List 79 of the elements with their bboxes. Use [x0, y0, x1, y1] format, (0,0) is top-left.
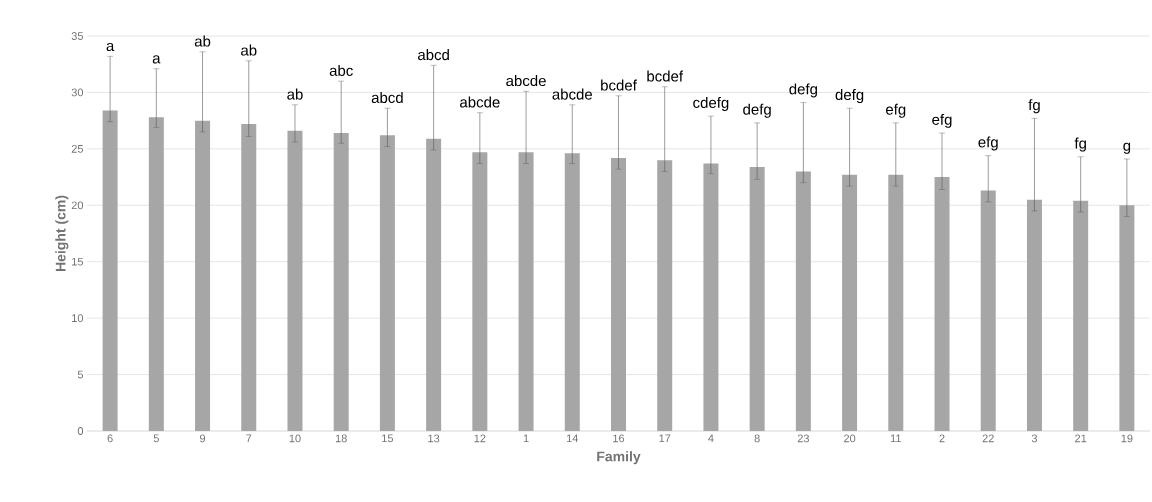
bar	[703, 163, 719, 431]
y-tick-label: 15	[72, 257, 84, 266]
bar	[518, 152, 534, 431]
bar	[241, 124, 257, 431]
bar	[934, 177, 950, 431]
annotation: ab	[194, 35, 211, 47]
x-tick-label: 11	[890, 434, 901, 443]
bar	[611, 157, 626, 431]
bar	[287, 130, 303, 431]
x-tick-label: 16	[613, 434, 625, 443]
bar	[564, 153, 580, 431]
bar	[1119, 205, 1135, 431]
x-tick-label: 15	[382, 434, 394, 443]
bar	[1026, 199, 1042, 431]
annotation: ab	[241, 44, 257, 56]
x-tick-label: 23	[797, 434, 809, 443]
bar	[102, 110, 118, 431]
bar	[472, 152, 488, 431]
annotation: a	[106, 42, 115, 52]
annotation: defg	[835, 89, 864, 104]
bar	[657, 160, 673, 431]
bar	[842, 174, 858, 431]
x-tick-label: 13	[428, 434, 440, 443]
annotation: abcd	[371, 92, 403, 104]
annotation: defg	[789, 83, 817, 98]
y-tick-label: 30	[71, 88, 84, 97]
annotation: bcdef	[601, 79, 637, 91]
y-tick-label: 25	[71, 144, 84, 153]
x-tick-label: 20	[844, 434, 856, 443]
annotation: abcde	[552, 88, 593, 100]
y-tick-label: 35	[71, 32, 84, 40]
annotation: cdefg	[693, 96, 729, 111]
bar	[195, 120, 211, 431]
x-tick-label: 14	[567, 434, 579, 443]
annotation: efg	[978, 136, 998, 151]
annotation: fg	[1028, 99, 1040, 114]
x-axis-title: Family	[597, 451, 641, 465]
x-tick-label: 18	[335, 434, 347, 443]
x-tick-label: 6	[107, 434, 113, 443]
bar	[333, 133, 349, 431]
x-tick-label: 2	[939, 434, 945, 443]
x-tick-label: 19	[1121, 434, 1133, 443]
y-tick-label: 0	[77, 427, 84, 435]
annotation: g	[1123, 142, 1131, 154]
annotation: abcd	[418, 49, 449, 61]
annotation: a	[152, 55, 161, 64]
x-tick-label: 17	[659, 434, 671, 443]
x-tick-label: 7	[246, 434, 252, 443]
y-axis-title: Height (cm)	[55, 195, 69, 272]
y-tick-label: 10	[72, 314, 84, 323]
bar	[1073, 200, 1089, 431]
annotation: fg	[1074, 137, 1086, 152]
x-tick-label: 10	[289, 434, 301, 443]
annotation: abc	[329, 64, 353, 76]
bar	[148, 117, 164, 431]
x-tick-label: 5	[153, 434, 159, 443]
bar	[749, 166, 765, 431]
bar	[379, 135, 395, 431]
x-tick-label: 4	[708, 434, 714, 443]
bar	[426, 138, 442, 431]
x-tick-label: 1	[523, 434, 529, 443]
annotation: defg	[743, 103, 771, 118]
bar	[888, 174, 904, 431]
annotation: abcde	[506, 75, 546, 87]
annotation: ab	[287, 88, 303, 100]
bar	[980, 190, 996, 431]
y-tick-label: 20	[71, 201, 84, 210]
x-tick-label: 9	[200, 434, 206, 443]
x-tick-label: 3	[1031, 434, 1038, 443]
x-tick-label: 12	[474, 434, 486, 443]
annotation: bcdef	[647, 70, 684, 82]
x-tick-label: 21	[1075, 434, 1087, 443]
annotation: abcde	[460, 96, 500, 108]
x-tick-label: 22	[982, 434, 994, 443]
y-tick-label: 5	[77, 370, 84, 379]
annotation: efg	[932, 113, 952, 128]
x-tick-label: 8	[754, 434, 760, 443]
annotation: efg	[886, 103, 906, 118]
bar	[795, 171, 811, 431]
